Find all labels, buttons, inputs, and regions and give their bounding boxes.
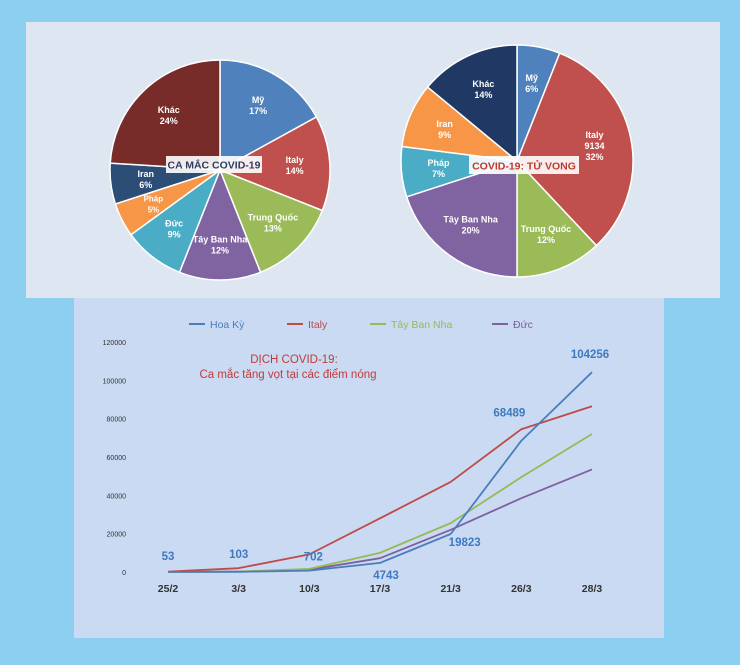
- line-chart-subtitle: Ca mắc tăng vọt tại các điểm nóng: [199, 368, 376, 381]
- pie-label-tay-ban-nha: Tây Ban Nha 12%: [193, 234, 249, 255]
- pie-slice-khac: [426, 44, 518, 163]
- pie-chart-title: CA MẮC COVID-19: [168, 159, 261, 172]
- pie-label-my: Mỹ 6%: [525, 73, 538, 94]
- y-tick-label: 0: [122, 570, 126, 577]
- y-tick-label: 20000: [107, 532, 127, 539]
- legend-label: Italy: [308, 319, 328, 331]
- y-tick-label: 40000: [107, 493, 127, 500]
- x-tick-label: 21/3: [440, 583, 461, 595]
- x-tick-label: 3/3: [231, 583, 246, 595]
- pie-label-phap: Pháp 5%: [144, 194, 164, 214]
- line-chart-title: DỊCH COVID-19:: [250, 354, 338, 366]
- legend-item-duc: Đức: [492, 319, 533, 331]
- data-label: 53: [162, 551, 175, 563]
- pie-slice-italy: [218, 115, 331, 212]
- pie-label-trung-quoc: Trung Quốc 13%: [248, 212, 299, 233]
- pie-charts-svg: Mỹ 17% Italy 14% Trung Quốc 13%Tây Ban Nha 12%…: [109, 44, 634, 281]
- legend-item-hoa-ky: Hoa Kỳ: [189, 319, 245, 331]
- pie-slice-tay-ban-nha: [405, 159, 518, 278]
- pie-label-khac: Khác 24%: [158, 105, 180, 126]
- pie-label-italy: Italy 14%: [286, 155, 304, 176]
- pie-slice-trung-quoc: [516, 159, 598, 278]
- pie-chart-title: COVID-19: TỬ VONG: [472, 160, 576, 173]
- y-tick-label: 60000: [107, 455, 127, 462]
- line-chart-svg: 0 20000 40000 60000 80000 100000 120000 25/2 3/3…: [103, 319, 610, 595]
- pie-label-tay-ban-nha: Tây Ban Nha 20%: [443, 214, 499, 235]
- pie-slice-khac: [109, 59, 221, 171]
- data-label: 4743: [373, 570, 399, 582]
- legend-item-italy: Italy: [287, 319, 328, 331]
- legend-item-tay-ban-nha: Tây Ban Nha: [370, 319, 452, 331]
- legend-label: Đức: [513, 319, 533, 331]
- x-tick-label: 10/3: [299, 583, 320, 595]
- x-tick-label: 17/3: [370, 583, 391, 595]
- pie-slice-my: [219, 59, 318, 172]
- pie-label-iran: Iran 6%: [138, 169, 155, 190]
- legend-label: Tây Ban Nha: [391, 319, 452, 331]
- pie-title-box: [166, 156, 262, 173]
- y-tick-label: 100000: [103, 378, 126, 385]
- pie-chart-1: Mỹ 17% Italy 14% Trung Quốc 13%Tây Ban Nha 12%…: [109, 59, 331, 281]
- data-label: 103: [229, 549, 248, 561]
- pie-label-khac: Khác 14%: [472, 79, 494, 100]
- x-tick-label: 25/2: [158, 583, 179, 595]
- pie-label-italy: Italy 9134 32%: [584, 130, 604, 162]
- pie-slice-italy: [516, 52, 634, 247]
- data-label: 702: [304, 552, 323, 564]
- pie-label-duc: Đức 9%: [165, 219, 183, 240]
- data-label: 68489: [493, 408, 525, 420]
- pie-charts-panel: Mỹ 17% Italy 14% Trung Quốc 13% Tây Ban Nha 12%…: [26, 22, 720, 298]
- series-line-italy: [167, 405, 593, 573]
- pie-label-my: Mỹ 17%: [249, 95, 267, 116]
- legend-label: Hoa Kỳ: [210, 319, 245, 331]
- pie-label-phap: Pháp 7%: [427, 158, 450, 179]
- series-line-hoa-ky: [167, 371, 593, 573]
- x-tick-label: 26/3: [511, 583, 532, 595]
- x-tick-label: 28/3: [582, 583, 603, 595]
- pie-label-iran: Iran 9%: [436, 119, 453, 140]
- pie-chart-2: Mỹ 6% Italy 9134 32% Trung Quốc 12% Tây Ban Nha…: [400, 44, 634, 278]
- pie-slice-tay-ban-nha: [178, 167, 262, 281]
- data-label: 19823: [449, 537, 481, 549]
- line-chart-panel: 0 20000 40000 60000 80000 100000 120000 25/2 3/3…: [74, 298, 664, 638]
- y-tick-label: 80000: [107, 417, 127, 424]
- y-tick-label: 120000: [103, 340, 126, 347]
- pie-label-trung-quoc: Trung Quốc 12%: [521, 224, 572, 245]
- data-label: 104256: [571, 349, 609, 361]
- pie-slice-trung-quoc: [218, 168, 324, 274]
- pie-title-box: [469, 156, 579, 174]
